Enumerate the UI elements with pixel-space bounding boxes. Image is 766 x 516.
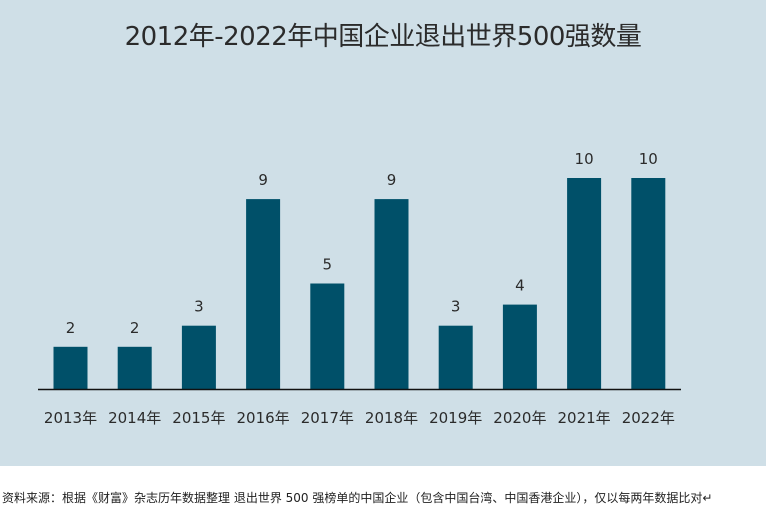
bar-2021年 xyxy=(567,178,602,389)
bar-2022年 xyxy=(631,178,666,389)
bar-2018年 xyxy=(374,199,409,389)
data-label: 4 xyxy=(515,277,525,295)
data-label: 5 xyxy=(323,256,333,274)
data-label: 9 xyxy=(387,171,397,189)
data-label: 10 xyxy=(575,150,594,168)
x-tick-label: 2017年 xyxy=(301,409,354,427)
bar-2020年 xyxy=(502,304,537,389)
bar-2013年 xyxy=(53,346,88,389)
bar-chart: 2 2013年 2 2014年 3 2015年 9 2016年 5 2017年 9 2018年 3 201… xyxy=(38,150,681,427)
bar-2019年 xyxy=(438,325,473,389)
data-label: 9 xyxy=(258,171,268,189)
source-note: 资料来源：根据《财富》杂志历年数据整理 退出世界 500 强榜单的中国企业（包含… xyxy=(2,491,713,505)
bar-2015年 xyxy=(181,325,216,389)
x-tick-label: 2018年 xyxy=(365,409,418,427)
data-label: 3 xyxy=(451,298,461,316)
chart-title: 2012年-2022年中国企业退出世界500强数量 xyxy=(124,22,642,52)
x-tick-label: 2020年 xyxy=(493,409,546,427)
bar-2016年 xyxy=(246,199,281,389)
x-tick-label: 2022年 xyxy=(622,409,675,427)
chart-panel: 2012年-2022年中国企业退出世界500强数量 2 2013年 2 2014年 3 2… xyxy=(0,0,766,466)
x-tick-label: 2013年 xyxy=(44,409,97,427)
bar-2017年 xyxy=(310,283,345,389)
x-tick-label: 2014年 xyxy=(108,409,161,427)
data-label: 10 xyxy=(639,150,658,168)
data-label: 2 xyxy=(66,319,76,337)
x-tick-label: 2019年 xyxy=(429,409,482,427)
bar-2014年 xyxy=(117,346,152,389)
data-label: 2 xyxy=(130,319,140,337)
x-tick-label: 2015年 xyxy=(172,409,225,427)
x-tick-label: 2016年 xyxy=(237,409,290,427)
data-label: 3 xyxy=(194,298,204,316)
x-tick-label: 2021年 xyxy=(558,409,611,427)
